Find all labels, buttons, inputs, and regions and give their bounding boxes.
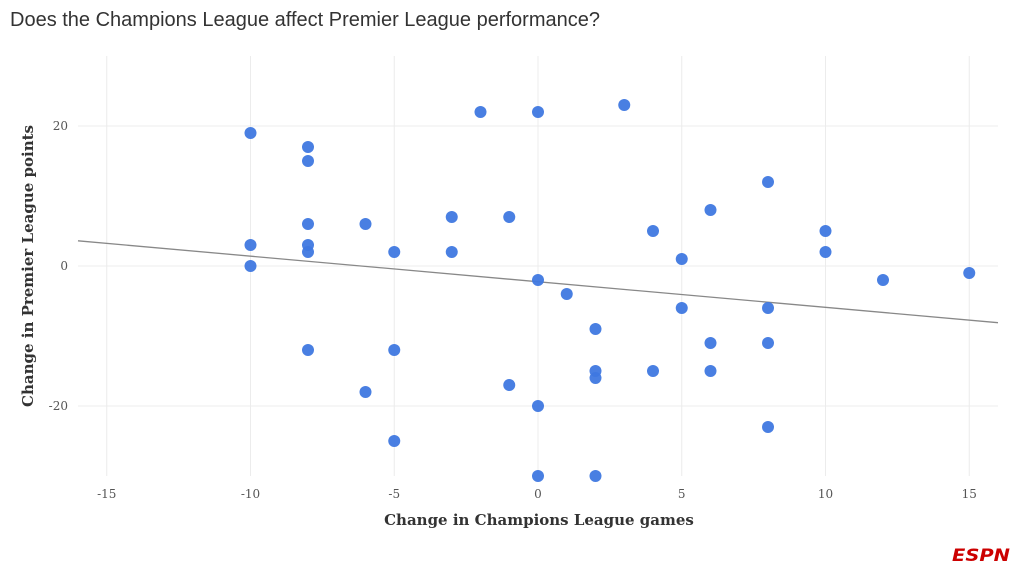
data-point <box>244 239 257 251</box>
data-point <box>302 344 314 356</box>
data-point <box>877 274 889 286</box>
data-point <box>819 246 832 258</box>
x-tick-label: -5 <box>388 487 400 501</box>
data-point <box>675 302 688 314</box>
x-tick-label: 10 <box>818 487 833 501</box>
data-point <box>388 344 401 356</box>
data-points <box>244 99 976 482</box>
x-tick-label: -15 <box>97 487 116 501</box>
data-point <box>244 127 257 139</box>
data-point <box>647 225 659 237</box>
data-point <box>560 288 573 300</box>
data-point <box>762 421 774 433</box>
x-tick-label: 0 <box>534 487 542 501</box>
data-point <box>589 372 602 384</box>
data-point <box>302 141 314 153</box>
data-point <box>503 211 516 223</box>
data-point <box>532 470 544 482</box>
data-point <box>359 218 372 230</box>
svg-text:ESPN: ESPN <box>952 547 1010 563</box>
data-point <box>503 379 516 391</box>
data-point <box>762 302 774 314</box>
data-point <box>388 246 401 258</box>
y-tick-label: 0 <box>60 259 68 273</box>
gridlines <box>78 56 998 476</box>
espn-logo: ESPN <box>952 546 1010 568</box>
data-point <box>589 323 602 335</box>
data-point <box>704 204 717 216</box>
data-point <box>704 365 717 377</box>
data-point <box>762 337 774 349</box>
tick-labels: -15 -10 -5 0 5 10 15 -20 0 20 <box>49 119 977 501</box>
data-point <box>474 106 487 118</box>
data-point <box>445 211 458 223</box>
data-point <box>445 246 458 258</box>
data-point <box>589 470 602 482</box>
data-point <box>532 106 544 118</box>
x-tick-label: 5 <box>678 487 686 501</box>
data-point <box>302 218 314 230</box>
data-point <box>963 267 976 279</box>
data-point <box>359 386 372 398</box>
data-point <box>532 274 544 286</box>
data-point <box>388 435 401 447</box>
data-point <box>302 155 314 167</box>
data-point <box>302 246 314 258</box>
data-point <box>647 365 659 377</box>
data-point <box>618 99 631 111</box>
data-point <box>244 260 257 272</box>
y-tick-label: -20 <box>49 399 68 413</box>
y-tick-label: 20 <box>53 119 68 133</box>
x-axis-label: Change in Champions League games <box>384 511 694 529</box>
x-tick-label: 15 <box>962 487 977 501</box>
x-tick-label: -10 <box>241 487 260 501</box>
y-axis-label: Change in Premier League points <box>19 125 37 407</box>
data-point <box>762 176 774 188</box>
data-point <box>704 337 717 349</box>
data-point <box>675 253 688 265</box>
chart-title: Does the Champions League affect Premier… <box>10 9 600 31</box>
data-point <box>532 400 544 412</box>
data-point <box>819 225 832 237</box>
